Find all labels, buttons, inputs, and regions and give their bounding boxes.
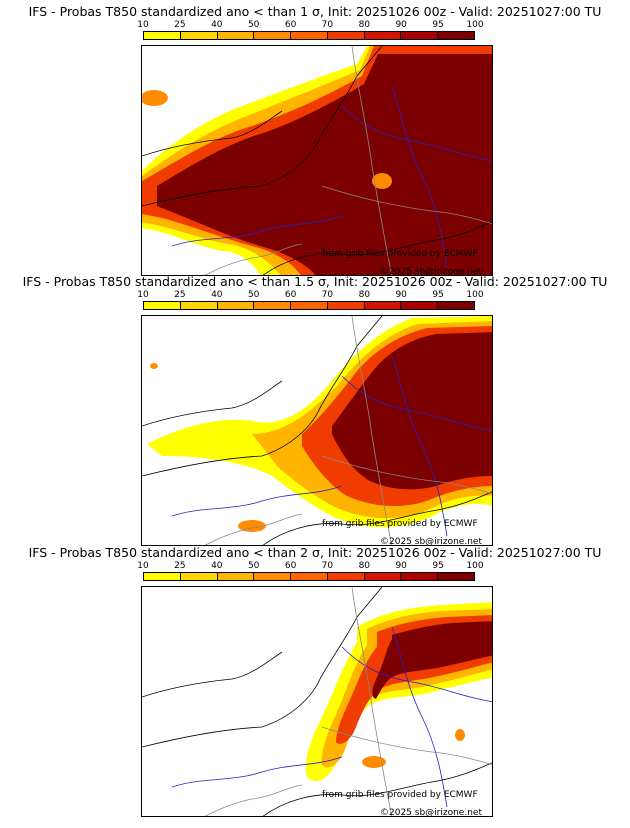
legend-swatch (401, 302, 439, 309)
legend-swatch (144, 573, 181, 580)
legend-tick: 50 (247, 290, 260, 300)
legend-color-bar (143, 572, 475, 581)
legend-swatch (327, 573, 365, 580)
prob-contour-95 (372, 621, 492, 699)
legend-swatch (180, 573, 218, 580)
legend-swatch (291, 32, 328, 39)
panel-title: IFS - Probas T850 standardized ano < tha… (28, 545, 602, 560)
map-canvas (142, 46, 492, 275)
legend-swatch (180, 32, 218, 39)
legend-tick: 25 (174, 290, 186, 300)
legend-tick: 10 (137, 561, 149, 571)
legend-swatch (144, 32, 181, 39)
probability-legend: 10 25 40 50 60 70 80 90 95 100 (137, 20, 484, 42)
legend-tick: 70 (321, 20, 334, 30)
legend-tick: 50 (247, 561, 260, 571)
legend-tick: 70 (321, 561, 334, 571)
copyright-credit: ©2025 sb@irizone.net (380, 808, 482, 818)
legend-swatch (438, 573, 475, 580)
legend-tick: 60 (284, 20, 297, 30)
prob-blob (455, 729, 465, 741)
prob-contour-95 (157, 54, 492, 275)
prob-blob (238, 520, 266, 532)
legend-tick-labels: 10 25 40 50 60 70 80 90 95 100 (137, 290, 483, 301)
legend-tick: 100 (466, 290, 484, 300)
legend-tick: 50 (247, 20, 260, 30)
legend-swatch (401, 573, 439, 580)
map-canvas (142, 587, 492, 816)
data-source-credit: from grib files provided by ECMWF (322, 249, 478, 259)
legend-swatch (327, 32, 365, 39)
legend-swatch (144, 302, 181, 309)
probability-legend: 10 25 40 50 60 70 80 90 95 100 (137, 290, 484, 312)
legend-swatch (291, 573, 328, 580)
legend-tick: 40 (211, 561, 223, 571)
legend-swatch (364, 32, 402, 39)
panel-title: IFS - Probas T850 standardized ano < tha… (28, 4, 602, 19)
legend-tick: 25 (174, 561, 186, 571)
legend-swatch (438, 302, 475, 309)
copyright-credit: ©2025 sb@irizone.net (380, 537, 482, 547)
probability-field (305, 602, 492, 781)
legend-tick: 10 (137, 20, 149, 30)
legend-swatch (291, 302, 328, 309)
legend-swatch (364, 573, 402, 580)
legend-tick: 90 (395, 20, 407, 30)
legend-tick: 100 (466, 20, 484, 30)
legend-swatch (180, 302, 218, 309)
legend-tick: 95 (432, 290, 444, 300)
legend-tick: 95 (432, 20, 444, 30)
legend-swatch (217, 32, 255, 39)
legend-color-bar (143, 31, 475, 40)
legend-swatch (217, 573, 255, 580)
legend-tick: 100 (466, 561, 484, 571)
panel-title: IFS - Probas T850 standardized ano < tha… (22, 274, 608, 289)
legend-tick: 80 (358, 561, 371, 571)
copyright-credit: ©2025 sb@irizone.net (380, 267, 482, 277)
legend-swatch (254, 573, 292, 580)
prob-blob (372, 173, 392, 189)
data-source-credit: from grib files provided by ECMWF (322, 790, 478, 800)
probability-field (142, 46, 492, 275)
legend-swatch (254, 302, 292, 309)
legend-tick: 25 (174, 20, 186, 30)
legend-color-bar (143, 301, 475, 310)
legend-swatch (364, 302, 402, 309)
legend-tick: 80 (358, 20, 371, 30)
legend-tick: 40 (211, 290, 223, 300)
legend-tick: 60 (284, 561, 297, 571)
prob-blob (362, 756, 386, 768)
legend-swatch (327, 302, 365, 309)
probability-map (141, 315, 493, 546)
legend-swatch (438, 32, 475, 39)
legend-tick: 95 (432, 561, 444, 571)
legend-tick: 80 (358, 290, 371, 300)
map-panel-1: IFS - Probas T850 standardized ano < tha… (0, 4, 630, 280)
map-panel-3: IFS - Probas T850 standardized ano < tha… (0, 545, 630, 821)
legend-tick: 60 (284, 290, 297, 300)
legend-tick-labels: 10 25 40 50 60 70 80 90 95 100 (137, 20, 483, 31)
prob-blob (142, 90, 168, 106)
data-source-credit: from grib files provided by ECMWF (322, 519, 478, 529)
legend-swatch (401, 32, 439, 39)
legend-tick: 40 (211, 20, 223, 30)
legend-tick: 10 (137, 290, 149, 300)
legend-tick: 90 (395, 290, 407, 300)
legend-swatch (217, 302, 255, 309)
legend-tick: 90 (395, 561, 407, 571)
probability-map (141, 45, 493, 276)
legend-swatch (254, 32, 292, 39)
probability-map (141, 586, 493, 817)
legend-tick: 70 (321, 290, 334, 300)
prob-blob (150, 363, 158, 369)
legend-tick-labels: 10 25 40 50 60 70 80 90 95 100 (137, 561, 483, 572)
map-panel-2: IFS - Probas T850 standardized ano < tha… (0, 274, 630, 550)
probability-legend: 10 25 40 50 60 70 80 90 95 100 (137, 561, 484, 583)
map-canvas (142, 316, 492, 545)
